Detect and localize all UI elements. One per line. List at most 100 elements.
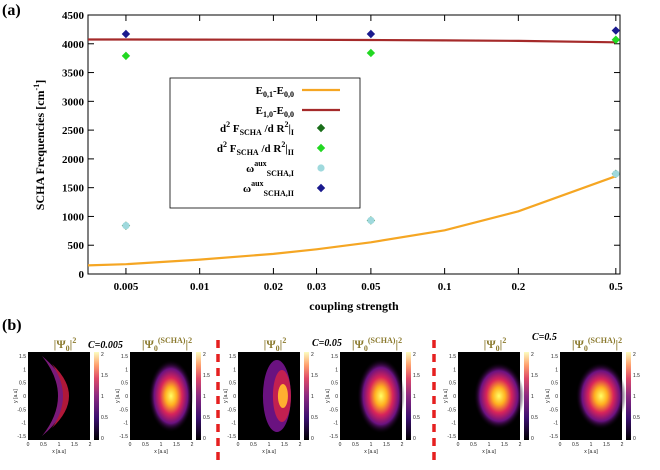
- map-y-tick-label: -0.5: [119, 407, 128, 413]
- colorbar-tick-label: 2: [531, 352, 534, 358]
- legend-swatch: [316, 183, 326, 193]
- map-y-tick-label: 1.5: [229, 354, 236, 360]
- map-title: |Ψ0|2: [264, 336, 287, 353]
- colorbar-tick-label: 1.5: [203, 373, 210, 379]
- x-tick-label: 0.05: [361, 281, 381, 293]
- map-y-tick-label: 0.5: [121, 381, 128, 387]
- panel-a-label: (a): [2, 2, 21, 19]
- colorbar-tick-label: 0.5: [311, 415, 318, 421]
- map-x-tick-label: 1.5: [281, 442, 288, 448]
- density-map: 21.510.501.510.50-0.5-1-1.50 0.5 1 1.5 2x [a…: [223, 336, 318, 455]
- map-y-tick-label: 1.5: [331, 354, 338, 360]
- map-x-tick-label: 0: [559, 442, 562, 448]
- colorbar-tick-label: 1: [531, 394, 534, 400]
- map-y-tick-label: 1.5: [449, 354, 456, 360]
- legend-label: d2 FSCHA /d R2|II: [217, 140, 294, 157]
- density-map: 21.510.501.510.50-0.5-1-1.50 0.5 1 1.5 2x [a…: [545, 336, 640, 455]
- map-y-axis-label: y [a.u]: [443, 389, 449, 403]
- map-x-tick-label: 1: [590, 442, 593, 448]
- map-x-tick-label: 1.5: [501, 442, 508, 448]
- series-lines: [87, 38, 617, 267]
- map-y-tick-label: -0.5: [329, 407, 338, 413]
- legend-box: [169, 77, 361, 209]
- map-y-tick-label: 1.5: [551, 354, 558, 360]
- density-core: [52, 364, 69, 428]
- map-y-tick-label: 0.5: [551, 381, 558, 387]
- map-x-tick-label: 0: [339, 442, 342, 448]
- colorbar-tick-label: 0: [413, 436, 416, 442]
- colorbar-tick-label: 0.5: [203, 415, 210, 421]
- map-x-tick-label: 1.5: [173, 442, 180, 448]
- density-map: 21.510.501.510.50-0.5-1-1.50 0.5 1 1.5 2x [a…: [443, 336, 538, 455]
- map-y-tick-label: 0.5: [19, 381, 26, 387]
- map-y-tick-label: -0.5: [17, 407, 26, 413]
- map-x-tick-label: 1: [160, 442, 163, 448]
- density-blob: [473, 362, 525, 430]
- colorbar-tick-label: 1.5: [311, 373, 318, 379]
- colorbar-tick-label: 1: [203, 394, 206, 400]
- colorbar-tick-label: 0: [203, 436, 206, 442]
- map-x-axis-label: x [a.u]: [364, 449, 378, 455]
- colorbar-tick-label: 2: [203, 352, 206, 358]
- colorbar-tick-label: 2: [413, 352, 416, 358]
- data-point: [122, 222, 130, 230]
- series-line: [87, 175, 617, 267]
- legend-label: d2 FSCHA /d R2|I: [220, 120, 294, 137]
- y-tick-label: 500: [68, 240, 85, 252]
- x-tick-label: 0.02: [264, 281, 284, 293]
- map-y-tick-label: -1.5: [119, 434, 128, 440]
- map-x-tick-label: 0.5: [40, 442, 47, 448]
- map-y-tick-label: -1: [452, 421, 457, 427]
- y-tick-label: 3500: [62, 68, 85, 80]
- colorbar-tick-label: 2: [633, 352, 636, 358]
- map-y-tick-label: 0: [555, 394, 558, 400]
- map-x-tick-label: 2: [401, 442, 404, 448]
- map-y-tick-label: -1: [22, 421, 27, 427]
- map-y-axis-label: y [a.u]: [325, 389, 331, 403]
- colorbar: [94, 352, 99, 440]
- map-y-tick-label: 1: [233, 367, 236, 373]
- colorbar: [196, 352, 201, 440]
- colorbar-tick-label: 1: [101, 394, 104, 400]
- map-x-tick-label: 0.5: [250, 442, 257, 448]
- data-point: [611, 35, 621, 44]
- map-y-axis-label: y [a.u]: [545, 389, 551, 403]
- map-y-tick-label: -1: [232, 421, 237, 427]
- x-tick-label: 0.5: [609, 281, 623, 293]
- map-title: |Ψ0(SCHA)|2: [572, 336, 622, 353]
- map-y-tick-label: 1: [555, 367, 558, 373]
- data-point: [367, 216, 375, 225]
- map-y-tick-label: 0: [335, 394, 338, 400]
- legend-swatch: [317, 164, 325, 172]
- map-y-tick-label: 1.5: [121, 354, 128, 360]
- data-point: [366, 48, 376, 58]
- map-y-tick-label: 0.5: [449, 381, 456, 387]
- density-map: 21.510.501.510.50-0.5-1-1.50 0.5 1 1.5 2x [a…: [13, 336, 108, 455]
- data-point: [611, 26, 621, 35]
- y-tick-label: 0: [79, 269, 85, 281]
- series-line: [88, 38, 616, 44]
- map-y-tick-label: -1: [334, 421, 339, 427]
- legend-label: E0,1-E0,0: [256, 85, 294, 99]
- map-x-tick-label: 1: [268, 442, 271, 448]
- colorbar-tick-label: 1.5: [531, 373, 538, 379]
- colorbar-tick-label: 1: [311, 394, 314, 400]
- map-y-tick-label: 1: [335, 367, 338, 373]
- y-tick-label: 3000: [62, 96, 85, 108]
- colorbar-tick-label: 1.5: [101, 373, 108, 379]
- colorbar: [524, 352, 529, 440]
- coupling-label: C=0.05: [312, 338, 342, 349]
- map-y-tick-label: 0.5: [229, 381, 236, 387]
- map-y-tick-label: 0: [125, 394, 128, 400]
- colorbar-tick-label: 0.5: [531, 415, 538, 421]
- legend-swatch: [316, 143, 326, 153]
- map-x-tick-label: 0.5: [572, 442, 579, 448]
- y-axis-label: SCHA Frequencies [cm-1]: [32, 80, 47, 210]
- map-x-axis-label: x [a.u]: [262, 449, 276, 455]
- map-title: |Ψ0(SCHA)|2: [352, 336, 402, 353]
- map-x-axis-label: x [a.u]: [584, 449, 598, 455]
- map-x-tick-label: 1: [488, 442, 491, 448]
- x-tick-label: 0.03: [307, 281, 327, 293]
- map-y-axis-label: y [a.u]: [223, 389, 229, 403]
- map-x-tick-label: 0: [129, 442, 132, 448]
